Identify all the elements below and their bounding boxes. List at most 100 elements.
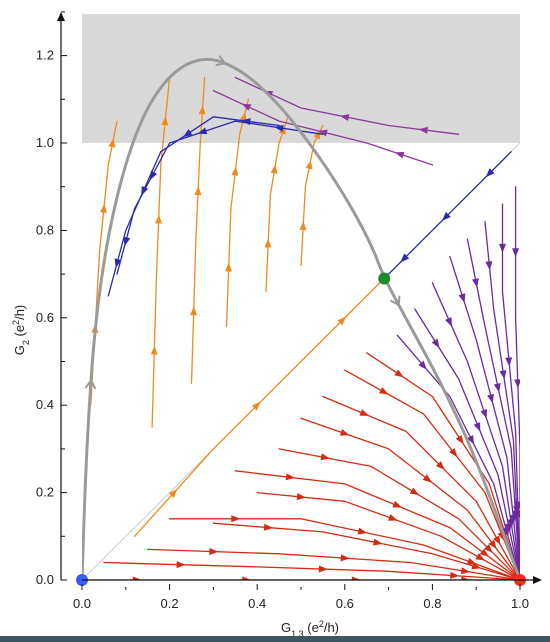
flow-arrow-red-1-0 [176, 561, 186, 569]
flow-arrow-red-9-0 [359, 409, 370, 416]
flow-arrow-red-1-2 [450, 571, 460, 579]
flow-arrow-orange-6-2 [337, 316, 347, 326]
flow-line-red-5 [256, 491, 520, 580]
flow-arrow-purple-0-0 [418, 360, 427, 370]
flow-arrow-violet-0-1 [339, 114, 350, 122]
flow-arrow-red-0-2 [351, 576, 361, 580]
flow-arrow-purple-1-2 [504, 522, 512, 533]
separatrix-arrow-1 [215, 55, 227, 67]
flow-lines [82, 76, 520, 580]
fixed-point-diagonal [378, 272, 391, 285]
flow-arrow-red-7-1 [409, 487, 420, 496]
flow-line-blue-2 [107, 116, 280, 297]
y-tick-label-0: 0.0 [36, 572, 54, 587]
flow-arrow-purple-6-1 [505, 357, 513, 367]
flow-arrow-red-11-0 [394, 369, 404, 378]
flow-arrow-red-4-1 [357, 527, 368, 535]
y-axis-title: G2 (e2/h) [11, 305, 31, 356]
flow-arrow-orange-6-1 [251, 401, 261, 411]
flow-arrow-orange-1-0 [150, 345, 158, 355]
flow-arrow-orange-3-0 [225, 262, 233, 272]
flow-arrow-purple-4-1 [493, 383, 501, 393]
bottom-strip [0, 636, 550, 642]
y-tick-label-3: 0.6 [36, 310, 54, 325]
flow-arrow-purple-1-1 [473, 422, 481, 432]
flow-arrow-purple-7-2 [516, 510, 520, 520]
flow-arrow-blue-0-2 [400, 253, 410, 263]
flow-arrow-red-2-2 [460, 567, 471, 575]
y-tick-label-2: 0.4 [36, 397, 54, 412]
separatrix-arrow-2 [390, 295, 401, 307]
flow-arrow-red-8-2 [488, 539, 497, 549]
flow-arrow-orange-6-0 [168, 488, 178, 498]
plot-background [81, 14, 521, 581]
flow-line-orange-6 [133, 277, 385, 537]
separatrix-arrow-0 [84, 378, 97, 390]
flow-arrow-red-4-0 [231, 515, 241, 523]
separatrix-curve [82, 57, 520, 580]
flow-arrow-orange-3-2 [239, 111, 247, 122]
flow-arrow-red-10-1 [449, 447, 458, 458]
flow-line-red-2 [147, 548, 520, 580]
flow-arrow-red-7-2 [483, 544, 493, 553]
flow-arrow-blue-1-3 [123, 236, 131, 247]
flow-arrow-orange-0-2 [108, 138, 116, 148]
flow-arrow-red-5-1 [388, 514, 398, 521]
flow-line-red-3 [212, 522, 520, 580]
y-tick-label-5: 1.0 [36, 135, 54, 150]
y-tick-label-6: 1.2 [36, 48, 54, 63]
flow-arrow-blue-0-1 [441, 211, 451, 221]
flow-arrow-blue-0-0 [485, 168, 495, 178]
flow-arrow-red-9-1 [435, 461, 445, 470]
flow-arrow-red-8-1 [422, 474, 432, 483]
separatrix-layer [82, 55, 520, 580]
axes: 0.0 0.2 0.4 0.6 0.8 1.0 0.0 0.2 0.4 0.6 0.8 1.0 1.2 [36, 11, 542, 611]
flow-arrow-red-1-1 [318, 565, 328, 573]
flow-arrow-purple-3-0 [458, 293, 466, 303]
shaded-region [82, 14, 520, 143]
flow-family-blue [107, 116, 512, 297]
y-tick-label-4: 0.8 [36, 222, 54, 237]
flow-arrow-orange-5-1 [305, 159, 313, 170]
flow-arrow-purple-4-0 [471, 278, 479, 288]
flow-arrow-purple-0-1 [466, 435, 475, 445]
x-tick-label-2: 0.4 [248, 596, 266, 611]
flow-arrow-red-10-0 [379, 387, 389, 395]
x-tick-label-3: 0.6 [336, 596, 354, 611]
flow-line-red-6 [234, 470, 520, 580]
flow-arrow-red-5-2 [475, 553, 485, 561]
flow-arrow-orange-3-1 [231, 166, 239, 176]
flow-arrow-orange-5-2 [313, 129, 321, 140]
x-axis-title: G1,3 (e2/h) [281, 619, 339, 639]
flow-arrow-red-0-1 [242, 576, 252, 580]
flow-arrow-red-3-1 [372, 538, 383, 546]
flow-arrow-orange-4-1 [270, 164, 278, 174]
flow-arrow-purple-1-0 [431, 338, 440, 349]
flow-arrow-red-7-0 [320, 453, 331, 461]
flow-arrow-red-11-1 [455, 434, 464, 445]
flow-arrow-orange-1-2 [161, 116, 169, 126]
flow-arrow-red-8-0 [339, 428, 350, 436]
flow-arrow-red-9-2 [493, 535, 501, 546]
flow-family-red [82, 352, 520, 580]
flow-arrow-blue-2-3 [114, 258, 122, 269]
flow-arrow-violet-1-0 [394, 151, 405, 159]
flow-arrow-blue-2-0 [241, 118, 251, 126]
flow-family-orange [90, 76, 385, 537]
flow-arrow-orange-5-0 [299, 221, 307, 231]
flow-line-orange-4 [265, 116, 289, 293]
flow-arrow-violet-0-0 [418, 126, 429, 134]
flow-arrow-blue-1-1 [197, 127, 208, 135]
flow-arrow-purple-7-0 [512, 248, 520, 258]
flow-line-blue-1 [116, 120, 324, 275]
x-tick-label-5: 1.0 [511, 596, 529, 611]
flow-line-red-1 [103, 561, 520, 580]
flow-arrow-purple-2-2 [507, 518, 515, 529]
flow-arrow-violet-1-2 [241, 103, 252, 111]
flow-arrow-purple-5-1 [499, 370, 507, 380]
flow-arrow-purple-2-0 [445, 317, 452, 327]
fixed-points [76, 272, 526, 586]
flow-arrow-purple-5-0 [485, 261, 493, 271]
flow-arrow-orange-2-1 [194, 186, 202, 196]
flow-arrow-purple-3-1 [487, 393, 494, 404]
